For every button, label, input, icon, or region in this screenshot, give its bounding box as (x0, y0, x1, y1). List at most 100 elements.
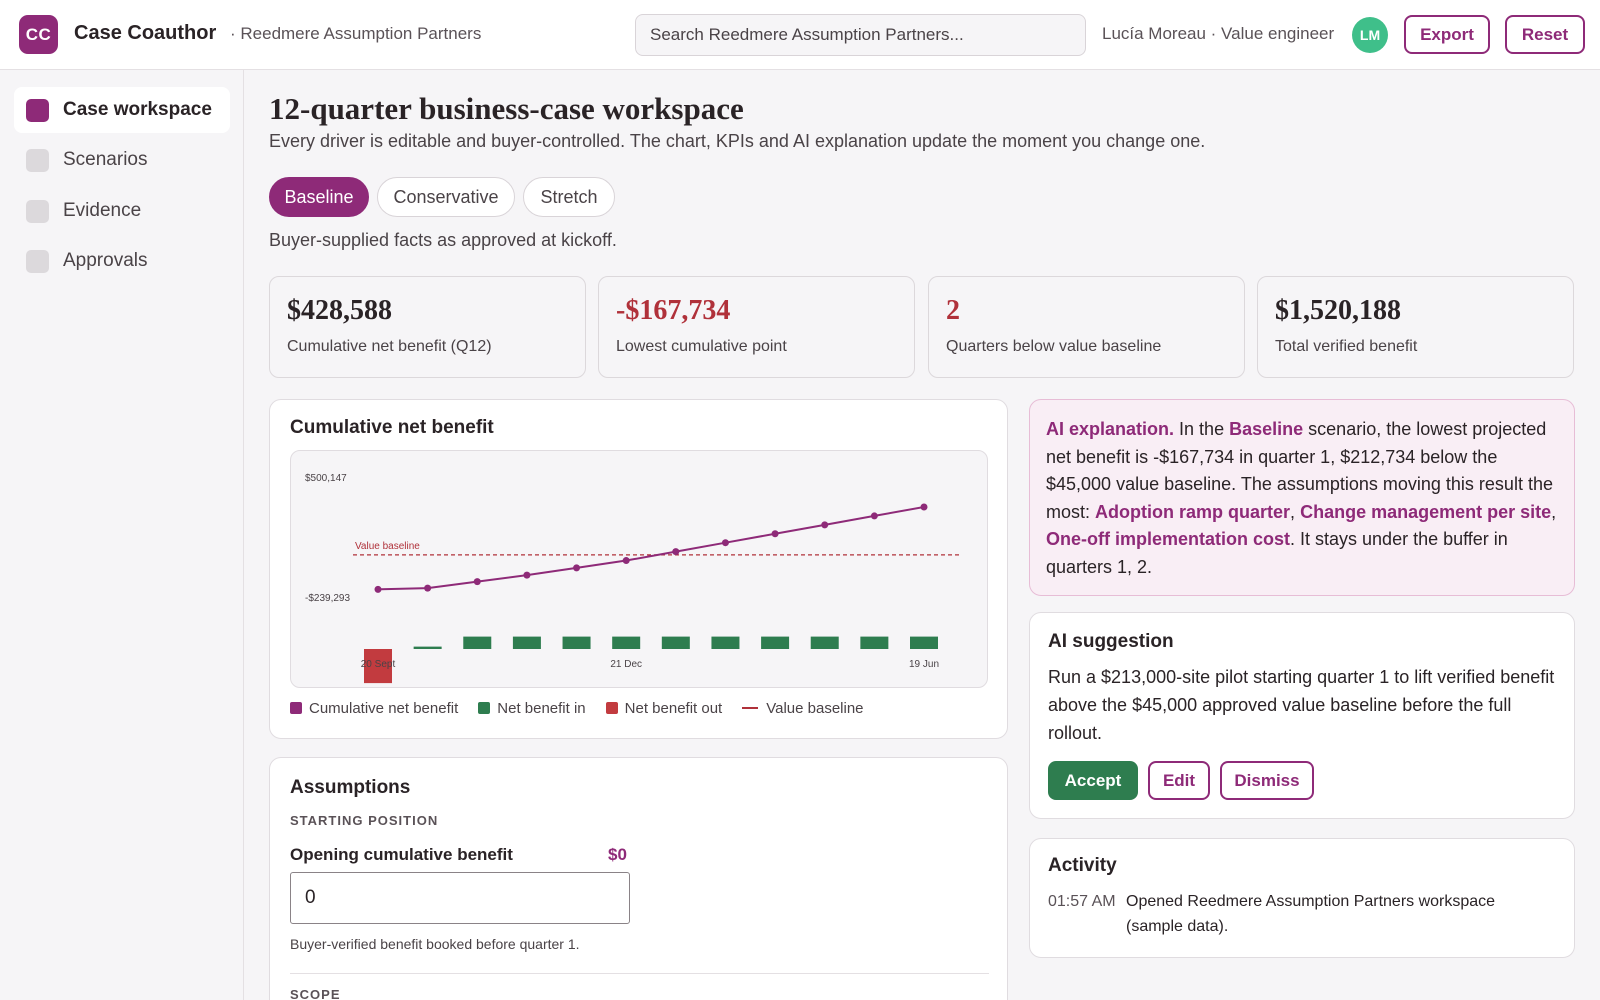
cumulative-point (721, 539, 729, 547)
y-axis-min-label: -$239,293 (305, 593, 350, 604)
activity-entry: 01:57 AM Opened Reedmere Assumption Part… (1048, 889, 1556, 939)
cumulative-point (672, 548, 680, 556)
sidebar: Case workspace Scenarios Evidence Approv… (0, 70, 244, 1000)
ai-text: scenario, the lowest projected net benef… (1046, 419, 1553, 522)
sidebar-item-label: Evidence (63, 200, 142, 221)
legend-item-net-out: Net benefit out (605, 700, 722, 717)
opening-benefit-label: Opening cumulative benefit (290, 845, 513, 864)
net-benefit-out-bar (364, 649, 392, 684)
app-logo: CC (19, 15, 58, 54)
sidebar-item-label: Scenarios (63, 149, 148, 170)
search-input[interactable] (635, 14, 1086, 56)
ai-suggestion-card: AI suggestion Run a $213,000-site pilot … (1029, 612, 1575, 819)
x-tick-label: 19 Jun (909, 659, 939, 670)
scenario-tab-baseline[interactable]: Baseline (269, 177, 369, 217)
chart-area: $500,147 -$239,293 Value baseline 20 Sept 21… (290, 450, 988, 688)
cumulative-point (374, 585, 382, 593)
suggestion-title: AI suggestion (1048, 631, 1174, 652)
net-benefit-in-bar (711, 636, 740, 649)
cumulative-point (821, 521, 829, 529)
cumulative-point (920, 503, 928, 511)
assumptions-title: Assumptions (290, 777, 411, 798)
chart-legend: Cumulative net benefit Net benefit in Ne… (290, 700, 864, 717)
ai-text: , (1290, 501, 1296, 522)
section-heading: STARTING POSITION (290, 813, 439, 828)
kpi-value: -$167,734 (616, 295, 731, 326)
export-button[interactable]: Export (1404, 15, 1490, 54)
sidebar-item-label: Case workspace (63, 99, 212, 120)
ai-text: , (1551, 501, 1557, 522)
cumulative-point (424, 584, 432, 592)
cumulative-net-benefit-line (377, 506, 925, 591)
sidebar-item-scenarios[interactable]: Scenarios (14, 137, 230, 183)
cumulative-point (473, 578, 481, 586)
kpi-total-verified-benefit: $1,520,188 Total verified benefit (1257, 276, 1574, 378)
sidebar-item-evidence[interactable]: Evidence (14, 188, 230, 234)
divider (290, 973, 989, 974)
ai-text: In the (1179, 419, 1225, 439)
sidebar-item-label: Approvals (63, 250, 148, 271)
suggestion-text: Run a $213,000-site pilot starting quart… (1048, 667, 1555, 743)
assumption-link-change-mgmt[interactable]: Change management per site (1300, 501, 1552, 522)
kpi-lowest-point: -$167,734 Lowest cumulative point (598, 276, 915, 378)
accept-button[interactable]: Accept (1048, 761, 1138, 800)
kpi-quarters-below-baseline: 2 Quarters below value baseline (928, 276, 1245, 378)
kpi-label: Quarters below value baseline (946, 338, 1162, 355)
kpi-value: 2 (946, 295, 960, 326)
y-axis-max-label: $500,147 (305, 473, 347, 484)
activity-time: 01:57 AM (1048, 893, 1116, 910)
avatar[interactable]: LM (1352, 17, 1388, 53)
reset-button[interactable]: Reset (1505, 15, 1585, 54)
edit-button[interactable]: Edit (1148, 761, 1210, 800)
ai-explanation-lead: AI explanation. (1046, 419, 1175, 439)
cumulative-point (523, 571, 531, 579)
cumulative-point (573, 564, 581, 572)
net-benefit-in-bar (810, 636, 839, 649)
scenario-tab-conservative[interactable]: Conservative (377, 177, 515, 217)
section-heading: SCOPE (290, 987, 341, 1000)
legend-item-cumulative: Cumulative net benefit (290, 700, 458, 717)
activity-card: Activity 01:57 AM Opened Reedmere Assump… (1029, 838, 1575, 958)
kpi-cumulative-net-benefit: $428,588 Cumulative net benefit (Q12) (269, 276, 586, 378)
opening-benefit-input[interactable] (290, 872, 630, 924)
nav-square-icon (26, 148, 49, 172)
scenario-link[interactable]: Baseline (1229, 419, 1304, 439)
cumulative-point (870, 512, 878, 520)
page-title: 12-quarter business-case workspace (269, 91, 744, 126)
assumption-link-adoption[interactable]: Adoption ramp quarter (1095, 501, 1291, 522)
top-bar: CC Case Coauthor · Reedmere Assumption P… (0, 0, 1600, 70)
cumulative-point (622, 557, 630, 565)
scenario-tab-stretch[interactable]: Stretch (523, 177, 615, 217)
page-subtitle: Every driver is editable and buyer-contr… (269, 131, 1206, 151)
cumulative-net-benefit-chart: $500,147 -$239,293 Value baseline 20 Sept 21… (305, 473, 962, 684)
chart-title: Cumulative net benefit (290, 417, 494, 438)
ai-text: . It stays under the buffer in quarters … (1046, 529, 1508, 577)
activity-title: Activity (1048, 855, 1117, 876)
activity-text: Opened Reedmere Assumption Partners work… (1126, 893, 1496, 935)
nav-square-icon (26, 199, 49, 223)
net-benefit-in-bar (860, 636, 889, 649)
dismiss-button[interactable]: Dismiss (1220, 761, 1314, 800)
ai-explanation-card: AI explanation. In the Baseline scenario… (1029, 399, 1575, 596)
sidebar-item-case-workspace[interactable]: Case workspace (14, 87, 230, 133)
kpi-label: Cumulative net benefit (Q12) (287, 338, 492, 355)
assumptions-card: Assumptions STARTING POSITION Opening cu… (269, 757, 1008, 1000)
nav-square-icon (26, 249, 49, 273)
value-baseline-label: Value baseline (355, 541, 420, 552)
assumption-link-implementation[interactable]: One-off implementation cost (1046, 529, 1291, 549)
x-tick-label: 20 Sept (361, 659, 396, 670)
legend-item-net-in: Net benefit in (478, 700, 586, 717)
chart-card: Cumulative net benefit $500,147 -$239,293… (269, 399, 1008, 739)
net-benefit-in-bar (910, 636, 938, 649)
kpi-value: $1,520,188 (1275, 295, 1401, 326)
user-name: Lucía Moreau · Value engineer (1102, 24, 1335, 43)
net-benefit-in-bar (562, 636, 591, 649)
net-benefit-in-bar (512, 636, 541, 649)
sidebar-item-approvals[interactable]: Approvals (14, 238, 230, 284)
x-tick-label: 21 Dec (610, 659, 642, 670)
kpi-value: $428,588 (287, 295, 392, 326)
kpi-label: Total verified benefit (1275, 338, 1418, 355)
net-benefit-in-bar (413, 646, 442, 649)
net-benefit-in-bar (761, 636, 790, 649)
opening-benefit-display: $0 (608, 845, 627, 864)
